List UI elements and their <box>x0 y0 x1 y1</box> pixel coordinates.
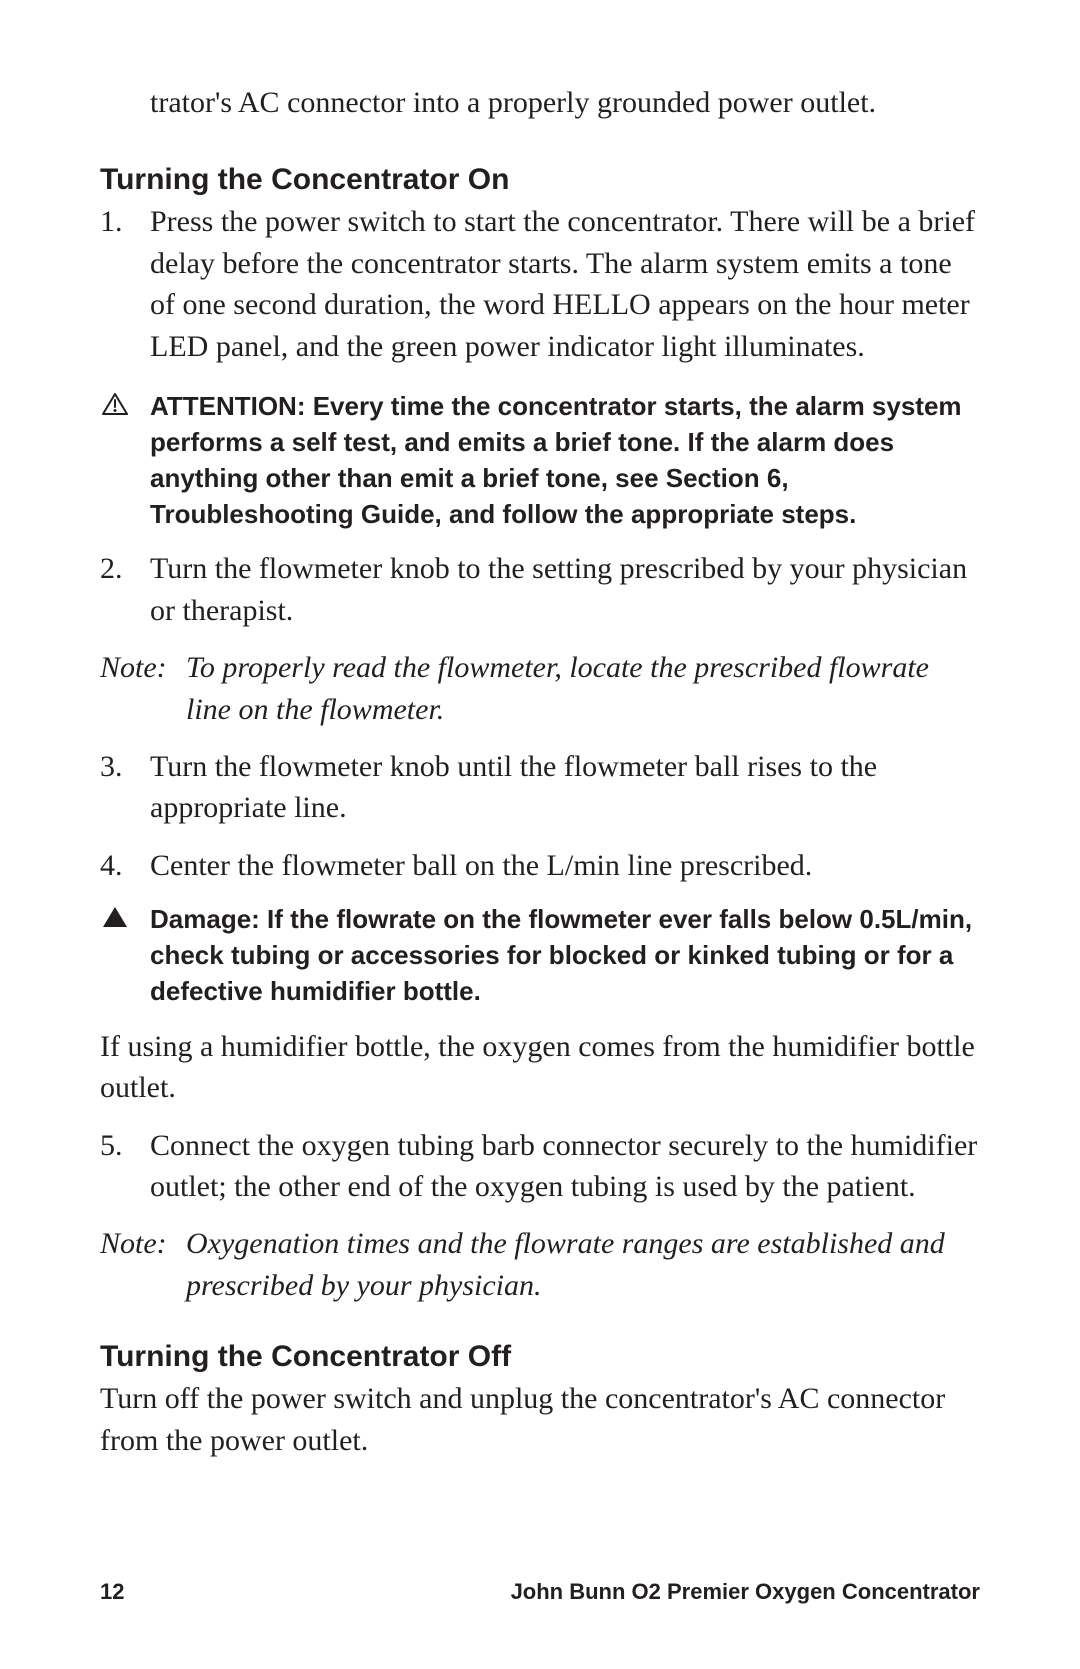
note-text: Oxygenation times and the flowrate range… <box>186 1223 980 1306</box>
section-off-text: Turn off the power switch and unplug the… <box>100 1378 980 1461</box>
attention-callout: ATTENTION: Every time the concentrator s… <box>100 389 980 533</box>
step-number: 3. <box>100 746 150 829</box>
step-number: 2. <box>100 548 150 631</box>
step-number: 5. <box>100 1125 150 1208</box>
step-number: 1. <box>100 201 150 367</box>
note-prefix: Note: <box>100 647 186 730</box>
step-number: 4. <box>100 845 150 886</box>
damage-text: Damage: If the flowrate on the flowmeter… <box>150 902 980 1010</box>
warning-solid-icon <box>100 902 150 1010</box>
section-heading-on: Turning the Concentrator On <box>100 163 980 197</box>
step-3: 3. Turn the flowmeter knob until the flo… <box>100 746 980 829</box>
step-1: 1. Press the power switch to start the c… <box>100 201 980 367</box>
step-2: 2. Turn the flowmeter knob to the settin… <box>100 548 980 631</box>
page-number: 12 <box>100 1579 124 1605</box>
step-text: Press the power switch to start the conc… <box>150 201 980 367</box>
note-text: To properly read the flowmeter, locate t… <box>186 647 980 730</box>
note-oxygenation: Note: Oxygenation times and the flowrate… <box>100 1223 980 1306</box>
step-5: 5. Connect the oxygen tubing barb connec… <box>100 1125 980 1208</box>
note-flowmeter: Note: To properly read the flowmeter, lo… <box>100 647 980 730</box>
step-text: Center the flowmeter ball on the L/min l… <box>150 845 980 886</box>
note-prefix: Note: <box>100 1223 186 1306</box>
humidifier-paragraph: If using a humidifier bottle, the oxygen… <box>100 1026 980 1109</box>
step-text: Connect the oxygen tubing barb connector… <box>150 1125 980 1208</box>
warning-outline-icon <box>100 389 150 533</box>
step-text: Turn the flowmeter knob to the setting p… <box>150 548 980 631</box>
damage-callout: Damage: If the flowrate on the flowmeter… <box>100 902 980 1010</box>
continuation-paragraph: trator's AC connector into a properly gr… <box>150 82 980 123</box>
footer-title: John Bunn O2 Premier Oxygen Concentrator <box>511 1579 980 1605</box>
section-heading-off: Turning the Concentrator Off <box>100 1340 980 1374</box>
attention-text: ATTENTION: Every time the concentrator s… <box>150 389 980 533</box>
step-text: Turn the flowmeter knob until the flowme… <box>150 746 980 829</box>
step-4: 4. Center the flowmeter ball on the L/mi… <box>100 845 980 886</box>
page-footer: 12 John Bunn O2 Premier Oxygen Concentra… <box>100 1579 980 1605</box>
